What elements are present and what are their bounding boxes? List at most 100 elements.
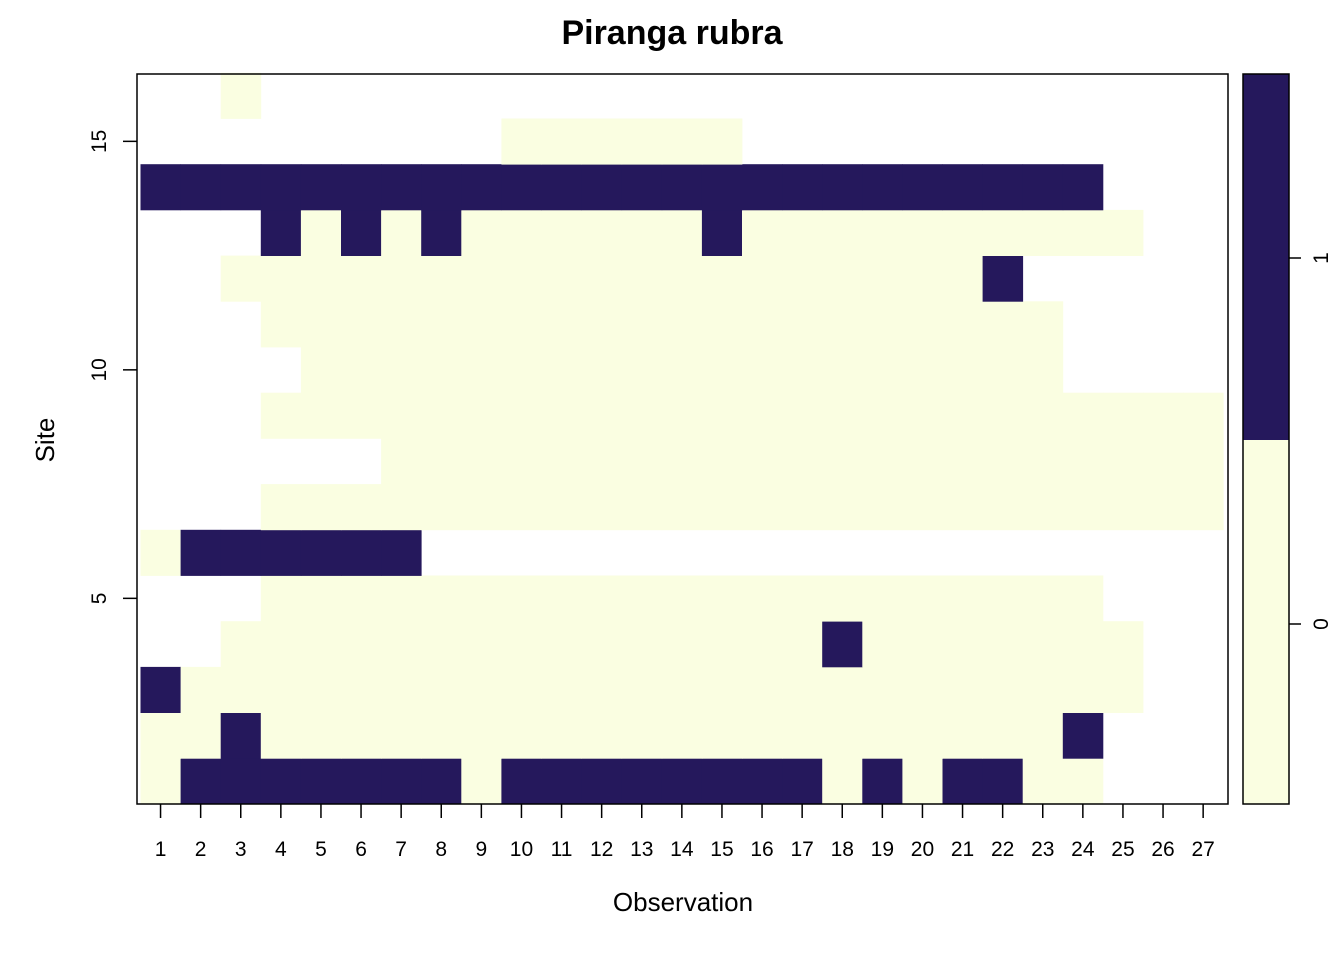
heatmap-cell-site9-obs6 [341,392,382,439]
heatmap-cell-site13-obs24 [1062,209,1104,256]
heatmap-cell-site8-obs21 [942,438,983,485]
heatmap-cell-site14-obs7 [381,164,422,211]
heatmap-cell-site9-obs25 [1102,392,1144,439]
heatmap-cell-site8-obs20 [902,438,943,485]
heatmap-cell-site10-obs23 [1022,347,1064,394]
heatmap-cell-site12-obs21 [942,255,983,302]
heatmap-cell-site3-obs16 [742,666,783,713]
heatmap-cell-site13-obs17 [782,209,823,256]
x-tick-label: 15 [710,838,733,861]
heatmap-cell-site13-obs18 [822,209,863,256]
heatmap-cell-site2-obs1 [140,712,181,759]
heatmap-cell-site1-obs15 [701,758,743,805]
heatmap-cell-site15-obs11 [541,118,582,165]
legend-swatch-1 [1243,74,1289,440]
heatmap-cell-site11-obs20 [902,301,943,348]
heatmap-cell-site8-obs17 [782,438,823,485]
heatmap-cell-site5-obs23 [1022,575,1064,622]
heatmap-cell-site8-obs13 [621,438,663,485]
heatmap-cell-site5-obs9 [461,575,502,622]
heatmap-cell-site14-obs20 [902,164,943,211]
x-tick-label: 11 [551,838,573,861]
heatmap-cell-site10-obs7 [381,347,422,394]
heatmap-cell-site15-obs13 [621,118,663,165]
heatmap-cell-site5-obs7 [381,575,422,622]
heatmap-cell-site3-obs19 [862,666,903,713]
heatmap-cell-site5-obs22 [982,575,1024,622]
heatmap-cell-site5-obs18 [822,575,863,622]
heatmap-cell-site4-obs24 [1062,621,1104,668]
heatmap-cell-site14-obs11 [541,164,582,211]
heatmap-cell-site5-obs4 [260,575,302,622]
heatmap-cell-site1-obs7 [381,758,422,805]
heatmap-cell-site9-obs10 [501,392,542,439]
heatmap-cell-site4-obs5 [300,621,342,668]
heatmap-cell-site3-obs14 [661,666,703,713]
heatmap-cell-site8-obs12 [581,438,623,485]
heatmap-cell-site13-obs11 [541,209,582,256]
heatmap-cell-site4-obs20 [902,621,943,668]
heatmap-cell-site13-obs5 [300,209,342,256]
heatmap-cell-site10-obs10 [501,347,542,394]
heatmap-cell-site14-obs18 [822,164,863,211]
heatmap-cell-site14-obs1 [140,164,181,211]
heatmap-cell-site14-obs24 [1062,164,1104,211]
heatmap-cell-site3-obs6 [341,666,382,713]
heatmap-cell-site3-obs4 [260,666,302,713]
x-tick-label: 3 [235,838,247,861]
heatmap-cell-site5-obs15 [701,575,743,622]
x-tick-label: 26 [1151,838,1174,861]
heatmap-cell-site4-obs9 [461,621,502,668]
heatmap-cell-site10-obs14 [661,347,703,394]
heatmap-cell-site4-obs18 [822,621,863,668]
heatmap-cell-site5-obs11 [541,575,582,622]
heatmap-cell-site10-obs6 [341,347,382,394]
x-tick-label: 9 [476,838,488,861]
heatmap-cell-site5-obs20 [902,575,943,622]
heatmap-cell-site2-obs24 [1062,712,1104,759]
heatmap-cell-site11-obs16 [742,301,783,348]
heatmap-cell-site9-obs27 [1183,392,1224,439]
heatmap-cell-site12-obs4 [260,255,302,302]
heatmap-cell-site5-obs13 [621,575,663,622]
heatmap-cell-site7-obs15 [701,484,743,531]
heatmap-cell-site13-obs8 [421,209,462,256]
heatmap-cell-site12-obs15 [701,255,743,302]
heatmap-cell-site11-obs17 [782,301,823,348]
x-tick-label: 1 [155,838,167,861]
heatmap-cell-site5-obs12 [581,575,623,622]
x-tick-label: 21 [951,838,974,861]
heatmap-cell-site10-obs11 [541,347,582,394]
heatmap-cell-site11-obs21 [942,301,983,348]
heatmap-cell-site1-obs21 [942,758,983,805]
heatmap-cell-site15-obs10 [501,118,542,165]
legend-tick-label: 1 [1310,252,1333,264]
heatmap-cell-site13-obs15 [701,209,743,256]
heatmap-cell-site9-obs8 [421,392,462,439]
heatmap-cell-site12-obs10 [501,255,542,302]
heatmap-cell-site11-obs7 [381,301,422,348]
heatmap-cell-site2-obs12 [581,712,623,759]
heatmap-cell-site11-obs12 [581,301,623,348]
heatmap-cell-site4-obs8 [421,621,462,668]
heatmap-cell-site9-obs22 [982,392,1024,439]
heatmap-cell-site1-obs3 [220,758,262,805]
heatmap-cell-site13-obs13 [621,209,663,256]
heatmap-cell-site12-obs11 [541,255,582,302]
heatmap-cell-site15-obs14 [661,118,703,165]
heatmap-cell-site10-obs17 [782,347,823,394]
heatmap-cell-site1-obs17 [782,758,823,805]
heatmap-cell-site2-obs3 [220,712,262,759]
heatmap-cell-site1-obs23 [1022,758,1064,805]
heatmap-cell-site2-obs8 [421,712,462,759]
heatmap-cell-site3-obs2 [180,666,222,713]
color-legend: 01 [1242,73,1333,805]
heatmap-cell-site3-obs21 [942,666,983,713]
y-axis: 5 10 15 [88,130,137,604]
heatmap-cell-site3-obs1 [140,666,181,713]
heatmap-cell-site14-obs14 [661,164,703,211]
heatmap-cell-site3-obs17 [782,666,823,713]
heatmap-cell-site10-obs12 [581,347,623,394]
heatmap-cell-site9-obs9 [461,392,502,439]
legend-frame [1242,73,1290,805]
